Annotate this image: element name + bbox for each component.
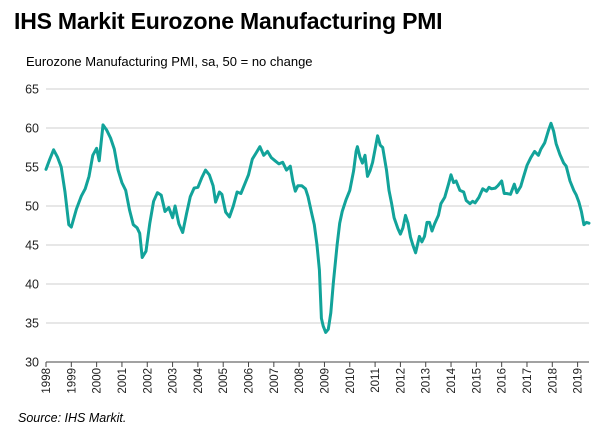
x-tick-label: 2018 bbox=[547, 368, 559, 394]
y-tick-label: 65 bbox=[25, 83, 39, 97]
x-tick-label: 2008 bbox=[294, 368, 306, 394]
x-tick-label: 1999 bbox=[66, 368, 78, 394]
x-tick-label: 2005 bbox=[218, 368, 230, 394]
y-axis-ticks: 30 35 40 45 50 55 60 65 bbox=[25, 83, 39, 370]
x-tick-label: 2003 bbox=[168, 368, 180, 394]
y-tick-label: 45 bbox=[25, 239, 39, 253]
x-tick-label: 2017 bbox=[522, 368, 534, 394]
chart-title: IHS Markit Eurozone Manufacturing PMI bbox=[14, 8, 443, 34]
x-tick-label: 2011 bbox=[370, 368, 382, 393]
y-tick-label: 40 bbox=[25, 278, 39, 292]
x-tick-label: 2019 bbox=[573, 368, 585, 394]
y-tick-label: 30 bbox=[25, 356, 39, 370]
x-tick-label: 2001 bbox=[117, 368, 129, 394]
y-tick-label: 50 bbox=[25, 200, 39, 214]
chart-subtitle: Eurozone Manufacturing PMI, sa, 50 = no … bbox=[26, 54, 313, 69]
x-tick-label: 2012 bbox=[395, 368, 407, 394]
x-tick-label: 2006 bbox=[244, 368, 256, 394]
gridlines bbox=[46, 88, 589, 324]
x-tick-label: 2013 bbox=[421, 368, 433, 394]
x-tick-label: 2000 bbox=[92, 368, 104, 394]
x-axis-ticks: 1998 1999 2000 2001 2002 2003 2004 2005 2006 2007… bbox=[41, 362, 585, 394]
x-tick-label: 2002 bbox=[142, 368, 154, 394]
x-tick-label: 2004 bbox=[193, 367, 205, 393]
x-tick-label: 2009 bbox=[319, 368, 331, 394]
x-tick-label: 2007 bbox=[269, 368, 281, 394]
y-tick-label: 60 bbox=[25, 122, 39, 136]
series-line-pmi bbox=[44, 121, 591, 334]
x-tick-label: 2010 bbox=[345, 368, 357, 394]
chart-source-note: Source: IHS Markit. bbox=[18, 411, 127, 425]
x-tick-label: 2014 bbox=[446, 367, 458, 393]
y-tick-label: 55 bbox=[25, 161, 39, 175]
x-tick-label: 1998 bbox=[41, 368, 53, 394]
x-tick-label: 2016 bbox=[497, 368, 509, 394]
x-tick-label: 2015 bbox=[471, 368, 483, 394]
y-tick-label: 35 bbox=[25, 317, 39, 331]
